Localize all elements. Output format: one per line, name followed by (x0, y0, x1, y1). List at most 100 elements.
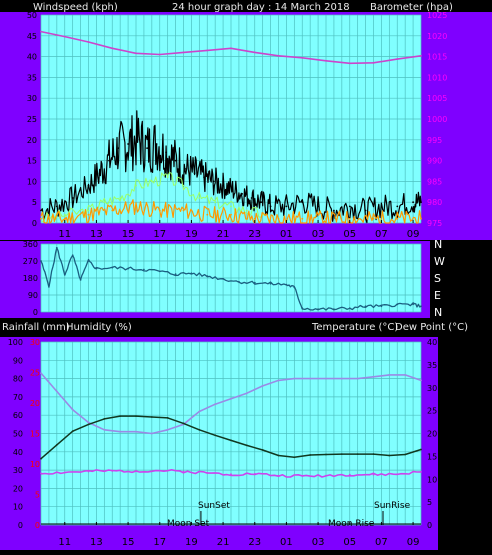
direction-chart-series (40, 246, 422, 311)
direction-line-point (222, 278, 225, 280)
wind-ytick-label: 40 (27, 53, 37, 62)
temp-humidity-chart-ticks: 0102030405060708090100051015202530051015… (8, 338, 437, 548)
temperature-line-point (119, 415, 122, 417)
direction-label-n-bottom: N (434, 306, 442, 319)
baro-ytick-label: 1010 (427, 73, 447, 82)
humidity-line-point (87, 421, 90, 424)
wind-gust-line-point (420, 201, 422, 204)
wind-chart-grid (40, 14, 422, 224)
wind-xtick-label: 13 (90, 229, 103, 240)
wind-chart-series (40, 30, 422, 224)
temperature-line-point (150, 416, 153, 418)
direction-line-point (48, 284, 50, 287)
temp-xtick-label: 07 (375, 537, 388, 548)
rainfall-axis-title: Rainfall (mm) (2, 322, 70, 333)
moonset-label: Moon Set (167, 519, 210, 529)
wind-xtick-label: 21 (217, 229, 230, 240)
pressure-line-point (325, 59, 327, 62)
wind-mid-line-point (182, 184, 185, 187)
wind-ytick-label: 15 (27, 157, 37, 166)
humidity-ytick-label: 100 (8, 338, 23, 347)
direction-line-point (111, 266, 114, 269)
humidity-line-point (261, 385, 264, 387)
wind-avg-line-point (135, 205, 137, 208)
rain-ytick-label: 30 (30, 338, 40, 347)
temperature-line-point (198, 428, 201, 431)
windspeed-axis-title: Windspeed (kph) (33, 2, 118, 13)
temp-ytick-label: 40 (427, 338, 437, 347)
temp-xtick-label: 17 (153, 537, 166, 548)
humidity-ytick-label: 50 (13, 430, 23, 439)
wind-gust-line-point (203, 176, 206, 179)
wind-ytick-label: 20 (27, 136, 37, 145)
dewpoint-line-point (230, 473, 232, 476)
direction-line-point (63, 273, 66, 276)
direction-line-point (364, 305, 367, 308)
temperature-line-point (261, 449, 264, 451)
wind-mid-line-point (150, 180, 153, 183)
dewpoint-line-point (420, 471, 422, 473)
pressure-line-point (87, 41, 90, 43)
direction-ytick-label: 360 (23, 240, 38, 249)
temperature-line-point (103, 418, 106, 420)
temp-xtick-label: 21 (217, 537, 230, 548)
dewpoint-line-point (206, 471, 209, 474)
dewpoint-line-point (63, 471, 66, 474)
wind-mid-line-point (214, 201, 217, 204)
humidity-line-point (71, 408, 74, 411)
wind-mid-line-point (135, 184, 137, 187)
direction-line-point (127, 267, 129, 270)
pressure-line-point (372, 61, 375, 64)
humidity-line-point (404, 374, 407, 376)
rain-ytick-label: 0 (35, 521, 40, 530)
pressure-line-point (63, 35, 66, 38)
humidity-line-point (356, 377, 359, 380)
humidity-ytick-label: 10 (13, 503, 23, 512)
direction-line-point (206, 275, 209, 277)
wind-gust-line-point (285, 205, 288, 208)
humidity-line-point (55, 390, 58, 393)
humidity-line-point (340, 377, 343, 380)
humidity-line-point (214, 403, 217, 406)
baro-ytick-label: 985 (427, 177, 442, 186)
wind-gust-line-point (193, 172, 196, 175)
dewpoint-line-point (325, 474, 327, 477)
wind-gust-line-point (136, 138, 139, 141)
humidity-line-point (245, 392, 248, 395)
temperature-line-point (230, 439, 232, 442)
wind-xtick-label: 15 (122, 229, 135, 240)
baro-ytick-label: 995 (427, 136, 442, 145)
temperature-line-point (356, 453, 359, 455)
dewpoint-line-point (135, 470, 137, 472)
direction-ytick-label: 90 (28, 291, 38, 300)
direction-line-point (158, 270, 161, 273)
wind-gust-line-point (55, 205, 58, 208)
humidity-line-point (388, 374, 391, 376)
temp-humidity-chart-grid (40, 341, 422, 526)
dewpoint-line-point (40, 472, 42, 475)
direction-line-point (285, 283, 288, 286)
baro-ytick-label: 1005 (427, 94, 447, 103)
temp-humidity-chart-series (40, 372, 422, 525)
temperature-line-point (135, 415, 137, 417)
temp-xtick-label: 11 (58, 537, 71, 548)
temperature-line-point (277, 454, 280, 457)
temperature-line-point (55, 444, 58, 446)
direction-line-point (79, 279, 82, 281)
wind-xtick-label: 19 (185, 229, 198, 240)
direction-line-point (348, 307, 351, 310)
temperature-line-point (214, 434, 217, 437)
temp-xtick-label: 05 (343, 537, 356, 548)
temperature-line-point (309, 454, 312, 456)
wind-mid-line-point (245, 209, 248, 212)
wind-gust-line-point (317, 205, 319, 208)
wind-ytick-label: 0 (32, 219, 37, 228)
direction-chart-ticks: 0 90 180 270 360 (23, 240, 38, 317)
direction-line-point (333, 308, 335, 311)
wind-ytick-label: 30 (27, 94, 37, 103)
wind-gust-line-point (260, 201, 262, 204)
direction-line-point (238, 280, 240, 283)
wind-ytick-label: 25 (27, 115, 37, 124)
direction-line-point (412, 303, 414, 306)
sunset-label: SunSet (198, 501, 230, 511)
